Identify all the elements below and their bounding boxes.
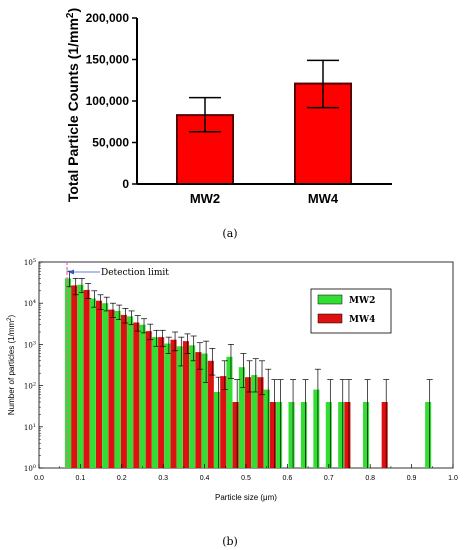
a-y-axis-label: Total Particle Counts (1/mm2) bbox=[65, 8, 81, 202]
b-bar-mw4 bbox=[120, 314, 127, 468]
b-bar-mw2 bbox=[363, 401, 370, 468]
b-bar-mw4 bbox=[207, 360, 214, 468]
b-bar-mw2 bbox=[276, 401, 283, 468]
b-x-tick-label: 0.8 bbox=[365, 475, 375, 482]
b-x-tick-label: 0.7 bbox=[324, 475, 334, 482]
a-y-tick-label: 150,000 bbox=[86, 53, 130, 67]
b-bar-mw2 bbox=[176, 346, 183, 468]
b-bar-mw4 bbox=[170, 339, 177, 468]
b-bar-mw4 bbox=[245, 377, 252, 468]
b-bar-mw2 bbox=[425, 401, 432, 468]
legend-swatch-mw4 bbox=[317, 313, 343, 324]
legend-label-mw2: MW2 bbox=[349, 296, 375, 306]
a-bars bbox=[176, 59, 352, 185]
a-x-tick-labels: MW2 MW4 bbox=[190, 191, 339, 206]
b-bar-mw2 bbox=[139, 324, 146, 468]
b-x-tick-label: 0.2 bbox=[117, 475, 127, 482]
b-bars bbox=[64, 270, 433, 468]
b-y-ticks: 100 101 102 103 104 105 bbox=[24, 258, 43, 473]
a-x-tick-label: MW4 bbox=[308, 191, 339, 206]
a-y-ticks: 0 50,000 100,000 150,000 200,000 bbox=[86, 11, 137, 191]
b-x-tick-label: 0.5 bbox=[241, 475, 251, 482]
b-x-tick-label: 1.0 bbox=[448, 475, 458, 482]
b-bar-mw2 bbox=[127, 316, 134, 468]
b-bar-mw4 bbox=[83, 289, 90, 468]
b-bar-mw4 bbox=[257, 377, 264, 468]
b-bar-mw2 bbox=[64, 278, 72, 468]
b-bar-mw2 bbox=[338, 401, 345, 468]
b-x-tick-label: 0.3 bbox=[158, 475, 168, 482]
b-x-tick-label: 0.6 bbox=[283, 475, 293, 482]
b-y-tick-label: 102 bbox=[24, 382, 36, 391]
b-bar-mw4 bbox=[232, 401, 239, 468]
a-y-tick-label: 100,000 bbox=[86, 94, 130, 108]
a-panel-label: (a) bbox=[222, 227, 237, 240]
b-y-tick-label: 103 bbox=[24, 340, 36, 349]
b-x-tick-label: 0.4 bbox=[200, 475, 210, 482]
panel-b: 100 101 102 103 104 105 0.0 0.1 0.2 0.3 0.4 0.5 0.6… bbox=[7, 258, 458, 548]
b-bar-mw2 bbox=[288, 401, 295, 468]
b-bar-mw2 bbox=[77, 284, 84, 468]
b-bar-mw2 bbox=[213, 391, 221, 468]
b-bar-mw4 bbox=[95, 300, 103, 468]
b-bar-mw4 bbox=[220, 376, 227, 468]
b-bar-mw2 bbox=[151, 337, 158, 468]
a-y-tick-label: 200,000 bbox=[86, 11, 130, 25]
b-bar-mw2 bbox=[263, 389, 270, 468]
b-bar-mw4 bbox=[269, 401, 276, 468]
b-bar-mw4 bbox=[344, 401, 351, 468]
legend-label-mw4: MW4 bbox=[349, 315, 375, 325]
b-bar-mw2 bbox=[102, 303, 109, 468]
b-x-tick-label: 0.1 bbox=[76, 475, 86, 482]
b-y-tick-label: 101 bbox=[24, 423, 36, 432]
a-y-tick-label: 0 bbox=[122, 177, 129, 191]
b-x-axis-label: Particle size (μm) bbox=[215, 493, 277, 502]
arrow-head-icon bbox=[68, 269, 74, 275]
b-x-tick-label: 0.0 bbox=[34, 475, 44, 482]
b-bar-mw4 bbox=[158, 337, 165, 468]
panel-a: Total Particle Counts (1/mm2) 0 50,000 100… bbox=[65, 8, 392, 240]
b-legend: MW2 MW4 bbox=[310, 288, 392, 334]
b-bar-mw2 bbox=[89, 298, 96, 468]
b-y-tick-label: 100 bbox=[24, 464, 36, 473]
b-bar-mw2 bbox=[201, 353, 208, 468]
b-bar-mw4 bbox=[145, 331, 152, 468]
b-bar-mw2 bbox=[313, 389, 320, 468]
detection-limit-label: Detection limit bbox=[101, 268, 169, 278]
b-panel-label: (b) bbox=[222, 535, 238, 548]
b-bar-mw4 bbox=[108, 309, 115, 468]
b-y-tick-label: 105 bbox=[24, 258, 36, 267]
b-y-axis-label: Number of particles (1/mm2) bbox=[7, 315, 16, 416]
a-y-tick-label: 50,000 bbox=[92, 136, 129, 150]
b-bar-mw2 bbox=[114, 310, 121, 468]
a-x-tick-label: MW2 bbox=[190, 191, 220, 206]
b-y-tick-label: 104 bbox=[24, 299, 36, 308]
b-bar-mw4 bbox=[195, 352, 202, 468]
b-bar-mw4 bbox=[71, 285, 78, 468]
b-bar-mw2 bbox=[189, 345, 196, 468]
b-x-ticks: 0.0 0.1 0.2 0.3 0.4 0.5 0.6 0.7 0.8 0.9 1.0 bbox=[34, 464, 458, 482]
b-bar-mw2 bbox=[325, 401, 332, 468]
b-bar-mw4 bbox=[182, 341, 190, 468]
b-bar-mw2 bbox=[164, 343, 171, 468]
legend-swatch-mw2 bbox=[317, 294, 343, 305]
b-bar-mw2 bbox=[238, 367, 245, 468]
detection-limit-annotation: Detection limit bbox=[66, 262, 169, 468]
b-x-tick-label: 0.9 bbox=[407, 475, 417, 482]
b-bar-mw2 bbox=[300, 401, 308, 468]
b-bar-mw2 bbox=[251, 375, 258, 468]
b-bar-mw4 bbox=[381, 401, 388, 468]
b-bar-mw2 bbox=[226, 356, 233, 468]
b-bar-mw4 bbox=[133, 322, 140, 468]
